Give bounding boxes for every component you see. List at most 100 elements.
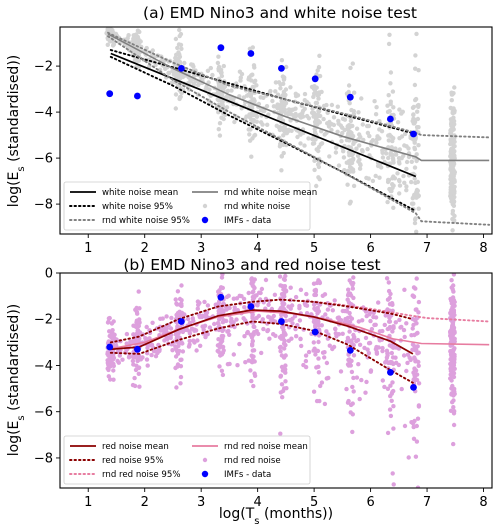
- legend-item: rnd red noise 95%: [69, 470, 181, 480]
- rnd-noise-point: [187, 342, 192, 347]
- rnd-noise-point: [391, 158, 396, 163]
- rnd-noise-point: [317, 53, 322, 58]
- rnd-noise-point: [178, 374, 184, 380]
- rnd-noise-point: [333, 150, 339, 155]
- rnd-noise-point: [450, 287, 455, 292]
- rnd-noise-point: [252, 277, 257, 282]
- rnd-noise-point: [311, 348, 316, 353]
- x-tick: 2: [141, 488, 149, 510]
- rnd-noise-point: [314, 365, 319, 370]
- rnd-noise-point: [333, 326, 338, 332]
- rnd-noise-point: [303, 353, 309, 358]
- rnd-noise-point: [231, 352, 236, 357]
- x-tick: 2: [141, 234, 149, 256]
- rnd-noise-point: [338, 369, 344, 374]
- rnd-noise-point: [246, 127, 251, 132]
- rnd-noise-point: [303, 302, 308, 308]
- rnd-noise-point: [306, 349, 312, 355]
- rnd-noise-point: [414, 372, 420, 377]
- legend-label: IMFs - data: [224, 216, 271, 226]
- imf-data-point: [178, 65, 185, 72]
- x-tick-label: 5: [310, 495, 318, 510]
- rnd-noise-point: [391, 325, 396, 331]
- rnd-noise-point: [345, 182, 350, 187]
- rnd-noise-point: [356, 110, 361, 115]
- rnd-noise-point: [389, 350, 394, 356]
- rnd-noise-point: [303, 358, 309, 364]
- rnd-noise-point: [105, 358, 110, 363]
- rnd-noise-point: [164, 335, 169, 340]
- x-tick-label: 6: [366, 495, 374, 510]
- rnd-noise-point: [360, 318, 365, 323]
- rnd-noise-point: [131, 332, 136, 337]
- rnd-noise-point: [293, 326, 298, 332]
- legend-marker: [202, 203, 208, 209]
- rnd-noise-point: [192, 340, 197, 345]
- rnd-noise-point: [410, 342, 416, 347]
- x-tick: 8: [479, 234, 488, 256]
- rnd-noise-point: [411, 322, 416, 328]
- legend-label: rnd white noise: [224, 202, 290, 212]
- rnd-noise-point: [450, 211, 455, 216]
- rnd-noise-point: [324, 360, 330, 366]
- rnd-noise-point: [254, 293, 259, 298]
- rnd-noise-point: [316, 164, 322, 170]
- rnd-noise-point: [452, 354, 457, 359]
- rnd-noise-point: [452, 329, 457, 334]
- rnd-noise-point: [327, 154, 332, 159]
- rnd-noise-point: [278, 86, 283, 91]
- rnd-noise-point: [270, 98, 275, 104]
- rnd-noise-point: [175, 362, 181, 367]
- rnd-noise-point: [189, 62, 194, 67]
- y-tick-label: −6: [34, 405, 53, 420]
- rnd-noise-point: [401, 327, 407, 333]
- y-tick: −8: [34, 451, 60, 466]
- rnd-noise-point: [220, 320, 226, 325]
- rnd-noise-point: [271, 313, 276, 319]
- rnd-noise-point: [388, 150, 393, 156]
- rnd-noise-point: [153, 354, 159, 359]
- rnd-noise-point: [374, 140, 379, 145]
- rnd-noise-point: [315, 348, 321, 354]
- rnd-noise-point: [217, 121, 223, 126]
- rnd-noise-point: [290, 321, 295, 326]
- x-tick: 5: [310, 234, 318, 256]
- rnd-noise-point: [251, 85, 256, 90]
- imf-data-point: [134, 92, 141, 100]
- rnd-noise-point: [292, 314, 298, 319]
- rnd-noise-point: [340, 308, 345, 314]
- rnd-noise-point: [283, 342, 288, 348]
- legend-item: white noise mean: [70, 188, 178, 198]
- imf-data-point: [311, 75, 319, 83]
- rnd-noise-point: [314, 183, 319, 189]
- rnd-noise-point: [397, 147, 402, 152]
- x-tick-label: 8: [479, 241, 487, 256]
- rnd-noise-point: [202, 299, 207, 305]
- rnd-noise-point: [347, 310, 352, 316]
- rnd-noise-point: [357, 166, 363, 171]
- panel-a-title: (a) EMD Nino3 and white noise test: [143, 4, 417, 22]
- rnd-noise-point: [174, 52, 179, 57]
- rnd-noise-point: [357, 143, 362, 148]
- series-line-rnd_mean: [107, 33, 490, 162]
- rnd-noise-point: [368, 368, 374, 373]
- rnd-noise-point: [111, 350, 116, 356]
- rnd-noise-point: [280, 283, 285, 289]
- legend-label: red noise 95%: [102, 456, 164, 466]
- x-tick-label: 7: [423, 495, 431, 510]
- rnd-noise-point: [403, 131, 408, 137]
- rnd-noise-point: [387, 407, 393, 412]
- rnd-noise-point: [111, 42, 117, 47]
- rnd-noise-point: [248, 368, 253, 373]
- rnd-noise-point: [351, 169, 356, 174]
- rnd-noise-point: [283, 318, 289, 323]
- rnd-noise-point: [316, 333, 322, 338]
- rnd-noise-point: [263, 277, 269, 283]
- rnd-noise-point: [251, 317, 256, 322]
- rnd-noise-point: [411, 436, 417, 441]
- rnd-noise-point: [391, 482, 396, 487]
- panel-b-ticks: 1 2 3 4 5 6 7 8 −8 −6 −4 −2 0: [34, 267, 488, 511]
- rnd-noise-point: [289, 128, 294, 133]
- rnd-noise-point: [377, 329, 383, 334]
- legend-marker: [202, 457, 208, 463]
